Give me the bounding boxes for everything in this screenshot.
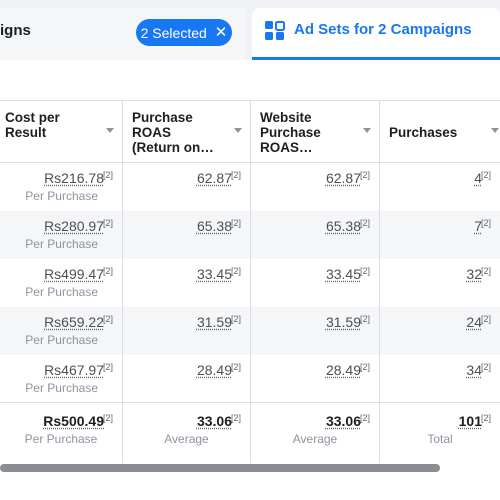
- footnote: [2]: [480, 218, 491, 228]
- footnote: [2]: [480, 362, 491, 372]
- footnote: [2]: [359, 362, 370, 372]
- cost-per-result-value[interactable]: Rs659.22: [44, 314, 104, 330]
- footnote: [2]: [230, 362, 241, 372]
- header-label-line: Purchase: [132, 110, 193, 125]
- tab-ad-sets[interactable]: Ad Sets for 2 Campaigns: [252, 8, 500, 60]
- total-purchases-subtext: Total: [427, 432, 453, 446]
- column-header-website-purchase-roas[interactable]: Website Purchase ROAS…: [251, 101, 380, 163]
- purchase-roas-value[interactable]: 62.87: [196, 170, 232, 186]
- column-header-purchase-roas[interactable]: Purchase ROAS (Return on…: [123, 101, 251, 163]
- tab-ad-sets-label: Ad Sets for 2 Campaigns: [294, 21, 472, 38]
- footnote: [2]: [230, 413, 241, 423]
- footnote: [2]: [102, 218, 113, 228]
- total-purchase-roas-subtext: Average: [164, 432, 209, 446]
- total-purchase-roas-value[interactable]: 33.06: [196, 413, 232, 429]
- purchase-roas-value[interactable]: 28.49: [196, 362, 232, 378]
- website-purchase-roas-value[interactable]: 33.45: [325, 266, 361, 282]
- footnote: [2]: [359, 218, 370, 228]
- purchases-value[interactable]: 7: [474, 218, 482, 234]
- footnote: [2]: [102, 314, 113, 324]
- cost-per-result-value[interactable]: Rs499.47: [44, 266, 104, 282]
- selected-chip-label: 2 Selected: [140, 24, 207, 41]
- total-website-purchase-roas-subtext: Average: [292, 432, 338, 446]
- header-label-line: ROAS: [132, 125, 172, 140]
- footnote: [2]: [480, 170, 491, 180]
- purchases-value[interactable]: 24: [466, 314, 482, 330]
- header-label-line: Purchases: [389, 125, 458, 140]
- header-label-line: Website: [260, 110, 312, 125]
- cost-per-result-subtext: Per Purchase: [25, 333, 98, 347]
- cost-per-result-value[interactable]: Rs216.78: [44, 170, 104, 186]
- table-header: Cost per Result Purchase ROAS (Return on…: [0, 100, 500, 163]
- tab-campaigns[interactable]: igns 2 Selected ✕: [0, 8, 245, 60]
- footnote: [2]: [230, 170, 241, 180]
- chevron-down-icon[interactable]: [106, 128, 114, 133]
- footnote: [2]: [230, 266, 241, 276]
- toolbar-area: [0, 60, 500, 100]
- footnote: [2]: [359, 413, 370, 423]
- footnote: [2]: [359, 266, 370, 276]
- horizontal-scrollbar[interactable]: [0, 464, 440, 472]
- table-row[interactable]: Rs280.97 [2] Per Purchase 65.38 [2] 65.3…: [0, 211, 500, 259]
- cost-per-result-subtext: Per Purchase: [25, 237, 98, 251]
- table-row[interactable]: Rs216.78 [2] Per Purchase 62.87 [2] 62.8…: [0, 163, 500, 211]
- column-header-purchases[interactable]: Purchases: [380, 101, 500, 163]
- header-label-line: ROAS…: [260, 140, 313, 155]
- footnote: [2]: [102, 170, 113, 180]
- website-purchase-roas-value[interactable]: 65.38: [325, 218, 361, 234]
- header-label-line: Cost per: [5, 110, 60, 125]
- table-row[interactable]: Rs467.97 [2] Per Purchase 28.49 [2] 28.4…: [0, 355, 500, 403]
- chevron-down-icon[interactable]: [491, 128, 499, 133]
- header-label-line: (Return on…: [132, 140, 214, 155]
- footnote: [2]: [480, 413, 491, 423]
- close-icon[interactable]: ✕: [214, 24, 228, 41]
- header-label-line: Purchase: [260, 125, 321, 140]
- purchase-roas-value[interactable]: 31.59: [196, 314, 232, 330]
- footnote: [2]: [102, 266, 113, 276]
- grid-icon: [265, 21, 285, 40]
- cost-per-result-subtext: Per Purchase: [25, 189, 98, 203]
- footnote: [2]: [102, 362, 113, 372]
- totals-row: Rs500.49 [2] Per Purchase 33.06 [2] Aver…: [0, 402, 500, 463]
- purchase-roas-value[interactable]: 65.38: [196, 218, 232, 234]
- tab-campaigns-label: igns: [0, 22, 31, 39]
- total-website-purchase-roas-value[interactable]: 33.06: [325, 413, 361, 429]
- total-cost-per-result-value[interactable]: Rs500.49: [43, 413, 104, 429]
- table-row[interactable]: Rs499.47 [2] Per Purchase 33.45 [2] 33.4…: [0, 259, 500, 307]
- header-label-line: Result: [5, 125, 47, 140]
- total-cost-per-result-subtext: Per Purchase: [24, 432, 98, 446]
- purchases-value[interactable]: 4: [474, 170, 482, 186]
- purchase-roas-value[interactable]: 33.45: [196, 266, 232, 282]
- website-purchase-roas-value[interactable]: 62.87: [325, 170, 361, 186]
- website-purchase-roas-value[interactable]: 28.49: [325, 362, 361, 378]
- cost-per-result-subtext: Per Purchase: [25, 285, 98, 299]
- table-row[interactable]: Rs659.22 [2] Per Purchase 31.59 [2] 31.5…: [0, 307, 500, 355]
- footnote: [2]: [230, 314, 241, 324]
- total-purchases-value[interactable]: 101: [458, 413, 482, 429]
- footnote: [2]: [230, 218, 241, 228]
- chevron-down-icon[interactable]: [234, 128, 242, 133]
- footnote: [2]: [359, 170, 370, 180]
- footnote: [2]: [480, 266, 491, 276]
- column-header-cost-per-result[interactable]: Cost per Result: [0, 101, 123, 163]
- website-purchase-roas-value[interactable]: 31.59: [325, 314, 361, 330]
- footnote: [2]: [480, 314, 491, 324]
- tab-bar: igns 2 Selected ✕ Ad Sets for 2 Campaign…: [0, 0, 500, 60]
- cost-per-result-value[interactable]: Rs280.97: [44, 218, 104, 234]
- purchases-value[interactable]: 32: [466, 266, 482, 282]
- footnote: [2]: [102, 413, 113, 423]
- chevron-down-icon[interactable]: [363, 128, 371, 133]
- footnote: [2]: [359, 314, 370, 324]
- selected-chip[interactable]: 2 Selected ✕: [136, 19, 232, 46]
- cost-per-result-value[interactable]: Rs467.97: [44, 362, 104, 378]
- cost-per-result-subtext: Per Purchase: [25, 381, 98, 395]
- purchases-value[interactable]: 34: [466, 362, 482, 378]
